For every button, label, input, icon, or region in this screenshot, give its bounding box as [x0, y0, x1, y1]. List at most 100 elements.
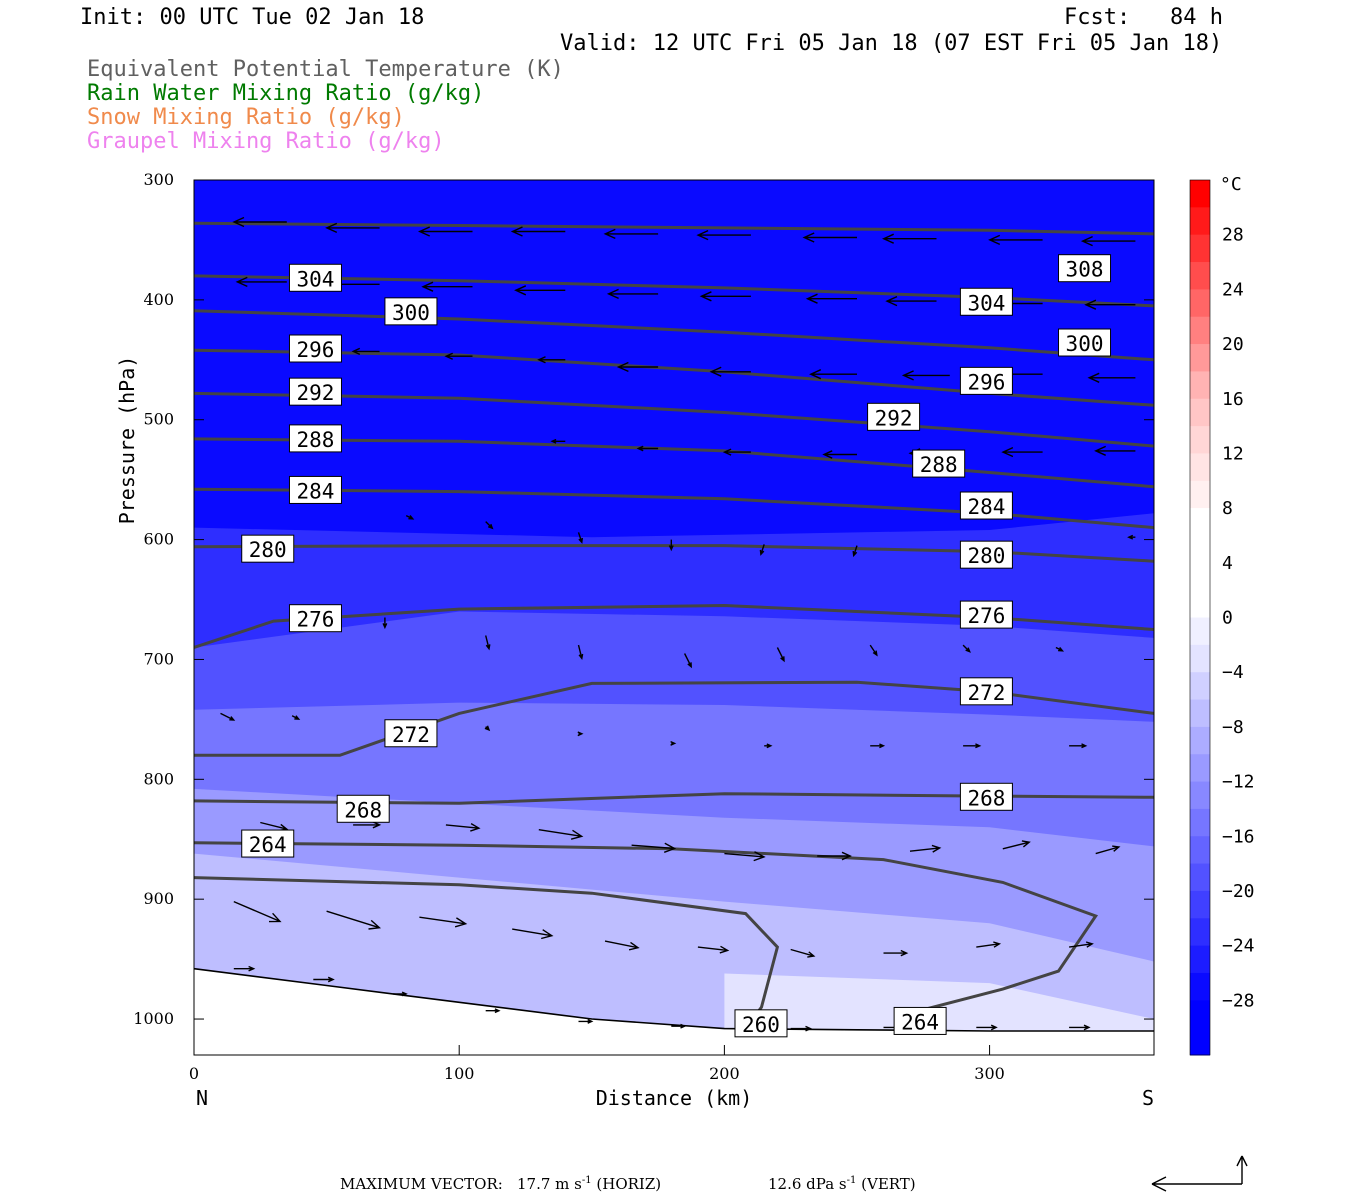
contour-label-box-264 — [241, 829, 295, 858]
theta-e-contour-264 — [194, 841, 1099, 1019]
wind-vector — [232, 216, 287, 228]
wind-vector — [822, 450, 857, 459]
wind-vector — [976, 1024, 998, 1031]
theta-e-contour-284 — [194, 487, 1154, 530]
wind-vector — [668, 539, 674, 552]
wind-vector — [616, 361, 659, 373]
theta-e-contour-260 — [194, 876, 780, 1023]
contour-label-box-292 — [867, 402, 921, 431]
contour-label-box-276 — [288, 604, 342, 633]
contour-label-box-268 — [336, 794, 390, 823]
colorbar-cell — [1190, 1000, 1210, 1029]
colorbar-tick-label: −20 — [1222, 881, 1255, 902]
y-tick-label: 300 — [143, 170, 174, 189]
wind-vector — [382, 617, 388, 630]
colorbar-cell — [1190, 590, 1210, 618]
y-tick-label: 500 — [143, 410, 174, 429]
colorbar-cell — [1190, 863, 1210, 892]
colorbar-cell — [1190, 726, 1210, 755]
wind-vector — [220, 712, 236, 721]
legend-theta-e: Equivalent Potential Temperature (K) — [87, 57, 564, 82]
colorbar-cell — [1190, 836, 1210, 865]
wind-vector — [636, 445, 659, 452]
x-tick-label: 200 — [709, 1064, 740, 1083]
wind-vector — [235, 276, 287, 288]
colorbar-tick-label: 28 — [1222, 225, 1244, 246]
y-axis-label: Pressure (hPa) — [115, 356, 139, 525]
contour-label-276: 276 — [297, 608, 335, 632]
wind-vector — [326, 910, 382, 930]
wind-vector — [802, 232, 857, 243]
wind-vector — [485, 521, 494, 530]
colorbar-frame — [1189, 179, 1211, 1056]
contour-label-260: 260 — [742, 1013, 780, 1037]
plot-frame — [193, 179, 1155, 1056]
wind-vector — [909, 844, 942, 853]
init-time: Init: 00 UTC Tue 02 Jan 18 — [80, 5, 425, 30]
wind-vector — [512, 928, 554, 940]
reference-vector-icon — [1151, 1155, 1248, 1192]
wind-vector — [696, 229, 751, 241]
contour-label-box-296 — [959, 366, 1013, 395]
contour-label-box-308 — [1058, 254, 1112, 283]
ground-line — [194, 967, 1154, 1032]
contour-label-box-288 — [288, 424, 342, 453]
wind-vector — [578, 1018, 594, 1024]
wind-vector — [419, 916, 468, 928]
colorbar-cell — [1190, 426, 1210, 454]
wind-vector — [988, 234, 1043, 246]
colorbar-tick-label: −12 — [1222, 772, 1255, 793]
contour-label-284: 284 — [297, 479, 335, 503]
wind-vector — [962, 644, 971, 653]
legend-graupel: Graupel Mixing Ratio (g/kg) — [87, 129, 445, 154]
y-tick-label: 900 — [143, 889, 174, 908]
wind-vector — [869, 644, 878, 657]
contour-label-308: 308 — [1066, 258, 1104, 282]
wind-vector — [577, 644, 584, 660]
colorbar-tick-label: 4 — [1222, 553, 1233, 574]
colorbar-cell — [1190, 207, 1210, 236]
theta-e-contour-276 — [194, 603, 1154, 649]
colorbar-cell — [1190, 316, 1210, 345]
wind-vector — [325, 222, 380, 234]
colorbar-cell — [1190, 262, 1210, 290]
wind-vector — [485, 635, 491, 651]
y-tick-label: 600 — [143, 530, 174, 549]
valid-time: Valid: 12 UTC Fri 05 Jan 18 (07 EST Fri … — [560, 31, 1223, 56]
colorbar-tick-label: −16 — [1222, 826, 1255, 847]
x-end-label-north: N — [196, 1086, 208, 1110]
colorbar-unit: °C — [1220, 174, 1242, 195]
contour-label-284: 284 — [967, 495, 1005, 519]
colorbar-cell — [1190, 808, 1210, 837]
max-vector-label: MAXIMUM VECTOR: — [340, 1175, 503, 1193]
contour-label-264: 264 — [901, 1010, 939, 1034]
contour-label-box-272 — [384, 719, 438, 748]
wind-vector — [1084, 299, 1136, 310]
colorbar-tick-label: 20 — [1222, 334, 1244, 355]
wind-vector — [484, 725, 491, 732]
contour-label-280: 280 — [249, 538, 287, 562]
contour-label-272: 272 — [392, 723, 430, 747]
contour-label-276: 276 — [967, 604, 1005, 628]
x-tick-label: 100 — [444, 1064, 475, 1083]
theta-e-contour-308 — [194, 221, 1154, 236]
x-axis-label: Distance (km) — [596, 1086, 753, 1110]
wind-vector — [485, 1008, 501, 1014]
colorbar-cell — [1190, 1027, 1210, 1056]
contour-label-box-288 — [912, 449, 966, 478]
contour-label-304: 304 — [967, 291, 1005, 315]
contour-label-box-300 — [384, 297, 438, 326]
wind-vector — [421, 281, 473, 292]
colorbar: 28 24 20 16 12 8 4 0 −4 −8 −12 −16 −20 −24 −28 °C — [1189, 174, 1255, 1056]
wind-vector — [444, 352, 473, 360]
wind-vector — [809, 369, 857, 380]
colorbar-cell — [1190, 398, 1210, 427]
wind-vector — [405, 514, 415, 520]
max-vector-vert: 12.6 dPa s-1 (VERT) — [768, 1175, 916, 1193]
colorbar-cell — [1190, 918, 1210, 947]
colorbar-tick-label: −28 — [1222, 990, 1255, 1011]
contour-label-box-272 — [959, 677, 1013, 706]
wind-vector — [724, 851, 766, 862]
wind-vector — [603, 228, 659, 240]
contour-label-280: 280 — [967, 544, 1005, 568]
